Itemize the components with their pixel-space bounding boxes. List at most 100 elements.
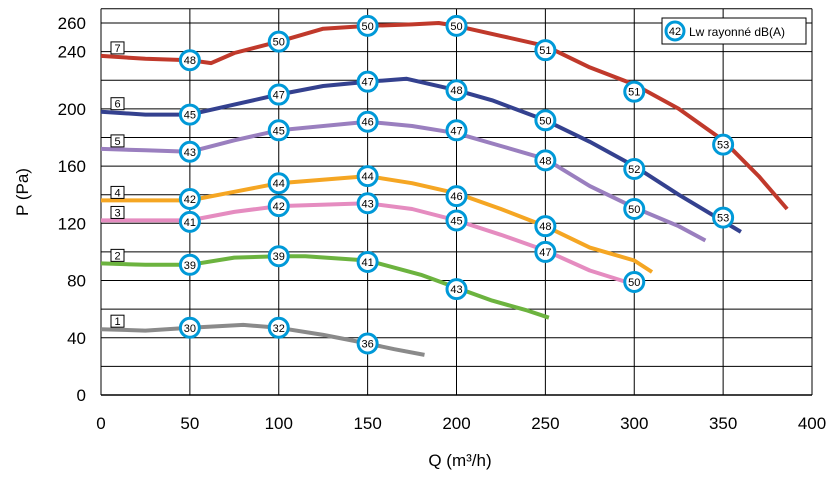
y-axis-label: P (Pa) [13, 168, 32, 216]
lw-marker: 51 [623, 80, 646, 103]
lw-marker-value: 50 [628, 277, 640, 289]
lw-marker-ring [356, 165, 379, 188]
lw-marker-ring [178, 140, 201, 163]
lw-marker-value: 46 [450, 191, 462, 203]
lw-marker: 45 [445, 209, 468, 232]
lw-marker-ring [356, 70, 379, 93]
y-tick-label: 260 [58, 14, 86, 33]
lw-marker-value: 45 [273, 125, 285, 137]
series-label-text: 7 [114, 43, 120, 55]
series-label-text: 4 [114, 187, 120, 199]
lw-marker-value: 43 [450, 284, 462, 296]
lw-marker: 45 [178, 103, 201, 126]
lw-marker: 39 [267, 245, 290, 268]
lw-marker-value: 45 [184, 110, 196, 122]
lw-marker-value: 42 [273, 201, 285, 213]
lw-marker: 50 [623, 198, 646, 220]
y-tick-label: 120 [58, 214, 86, 233]
lw-marker-value: 43 [362, 198, 374, 210]
series-line-7 [100, 21, 789, 211]
x-tick-label: 300 [620, 414, 648, 433]
lw-marker: 46 [445, 185, 468, 208]
markers-group: 30 32 36 39 39 41 43 41 42 43 45 47 50 42 44 44 46 48 43 45… [178, 14, 735, 355]
lw-marker: 51 [534, 39, 557, 62]
lw-marker: 44 [267, 172, 290, 195]
lw-marker-value: 32 [273, 323, 285, 335]
series-label-box [110, 134, 125, 148]
lw-marker-ring [445, 79, 468, 102]
lw-marker-value: 50 [628, 204, 640, 216]
lw-marker: 41 [356, 250, 379, 273]
lw-marker: 46 [356, 110, 379, 133]
lw-marker-ring [356, 250, 379, 273]
lw-marker-ring [534, 39, 557, 62]
lw-marker: 48 [534, 149, 557, 172]
series-label-box [110, 314, 125, 328]
y-tick-label: 80 [67, 272, 86, 291]
lw-marker-ring [445, 185, 468, 208]
series-label-text: 5 [114, 136, 120, 148]
series-label-box [110, 205, 125, 219]
lw-marker-ring [178, 49, 201, 72]
lw-marker: 52 [623, 157, 646, 180]
lw-marker-ring [178, 253, 201, 276]
series-label-box [110, 41, 125, 55]
y-tick-label: 240 [58, 43, 86, 62]
lw-marker-ring [356, 192, 379, 215]
lw-marker-value: 48 [184, 55, 196, 67]
lw-marker-ring [534, 149, 557, 172]
legend-marker-icon [664, 20, 686, 42]
x-tick-label: 50 [180, 414, 199, 433]
series-label-text: 2 [114, 250, 120, 262]
lw-marker-value: 44 [273, 178, 285, 190]
x-tick-label: 200 [442, 414, 470, 433]
lw-marker-ring [178, 187, 201, 210]
lw-marker-value: 53 [717, 140, 729, 152]
lw-marker-ring [267, 119, 290, 142]
lw-marker-ring [178, 316, 201, 339]
series-label-2: 2 [110, 248, 125, 262]
lw-marker: 50 [267, 30, 290, 53]
lw-marker: 47 [534, 240, 557, 263]
lw-marker: 50 [534, 109, 557, 132]
lw-marker-value: 41 [184, 217, 196, 229]
lw-marker: 32 [267, 316, 290, 339]
lw-marker-value: 41 [362, 257, 374, 269]
lw-marker-value: 47 [362, 77, 374, 89]
lw-marker-ring [178, 103, 201, 126]
lw-marker: 47 [445, 119, 468, 142]
series-label-text: 6 [114, 99, 120, 111]
lw-marker: 43 [445, 278, 468, 301]
lw-marker: 48 [445, 79, 468, 102]
legend-marker-value: 42 [669, 26, 681, 38]
lw-marker-value: 39 [184, 260, 196, 272]
series-label-7: 7 [110, 41, 125, 55]
lw-marker-ring [356, 110, 379, 133]
series-label-1: 1 [110, 314, 125, 328]
lw-marker: 42 [178, 187, 201, 210]
lw-marker-value: 48 [450, 85, 462, 97]
lw-marker-value: 42 [184, 194, 196, 206]
lw-marker-ring [445, 209, 468, 232]
series-label-text: 1 [114, 316, 120, 328]
lw-marker: 53 [712, 206, 735, 229]
lw-marker: 43 [178, 140, 201, 163]
lw-marker: 50 [356, 14, 379, 37]
legend: 42 Lw rayonné dB(A) [661, 17, 807, 45]
lw-marker-value: 46 [362, 117, 374, 129]
lw-marker-value: 47 [273, 90, 285, 102]
lw-marker: 30 [178, 316, 201, 339]
series-label-6: 6 [110, 97, 125, 111]
lw-marker-value: 30 [184, 323, 196, 335]
lw-marker-value: 52 [628, 164, 640, 176]
lw-marker-ring [267, 316, 290, 339]
series-label-3: 3 [110, 205, 125, 219]
y-tick-label: 40 [67, 329, 86, 348]
x-tick-label: 400 [798, 414, 826, 433]
lw-marker-ring [712, 206, 735, 229]
lw-marker-value: 48 [539, 155, 551, 167]
series-label-4: 4 [110, 185, 125, 199]
lw-marker-ring [267, 195, 290, 218]
lw-marker-value: 50 [273, 37, 285, 49]
